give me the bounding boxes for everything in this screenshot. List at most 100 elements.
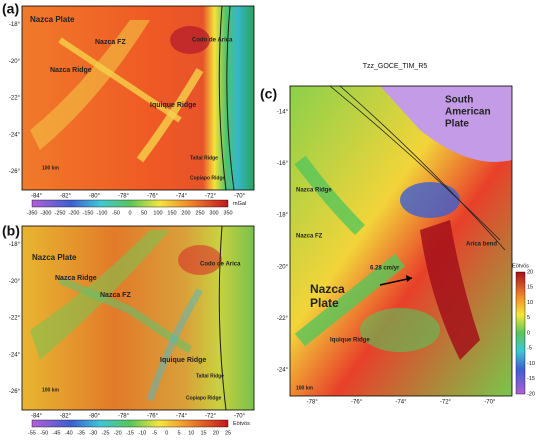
map-annotation: American: [445, 107, 491, 118]
lon-label: -70°: [234, 194, 246, 200]
lon-label: -76°: [147, 194, 159, 200]
lon-label: -74°: [176, 194, 188, 200]
colorbar-tick: 50: [141, 210, 147, 216]
lat-label: -22°: [9, 316, 21, 322]
map-annotation: 6.28 cm/yr: [370, 266, 400, 272]
colorbar: [515, 271, 526, 395]
lon-label: -72°: [440, 400, 452, 406]
lon-label: -74°: [176, 414, 188, 420]
lat-label: -18°: [277, 213, 289, 219]
colorbar-tick: -15: [527, 376, 535, 382]
lon-label: -76°: [351, 400, 363, 406]
lon-label: -82°: [60, 414, 72, 420]
colorbar-tick: 300: [209, 210, 218, 216]
colorbar-tick: -40: [65, 430, 73, 436]
lat-label: -16°: [277, 161, 289, 167]
colorbar-tick: -20: [114, 430, 122, 436]
colorbar-tick: -5: [152, 430, 157, 436]
map-annotation: Nazca: [310, 282, 345, 296]
lat-label: -14°: [277, 109, 289, 115]
map-annotation: Taltal Ridge: [196, 373, 224, 379]
lon-label: -78°: [118, 414, 130, 420]
colorbar: [31, 419, 229, 428]
colorbar-tick: -100: [96, 210, 107, 216]
colorbar-tick: -55: [28, 430, 36, 436]
colorbar-tick: 250: [195, 210, 204, 216]
colorbar-tick: -300: [40, 210, 51, 216]
colorbar-tick: 200: [181, 210, 190, 216]
colorbar-tick: -10: [138, 430, 146, 436]
lat-label: -20°: [9, 279, 21, 285]
lon-label: -84°: [31, 194, 43, 200]
map-annotation: Nazca Ridge: [296, 188, 332, 194]
colorbar-tick: -250: [54, 210, 65, 216]
colorbar-tick: 10: [527, 300, 533, 306]
colorbar-tick: -5: [527, 346, 532, 352]
map-annotation: Codo de Arica: [192, 38, 233, 44]
lat-label: -22°: [9, 96, 21, 102]
map-annotation: Nazca Plate: [32, 253, 77, 262]
colorbar-tick: 100: [153, 210, 162, 216]
colorbar-tick: 0: [128, 210, 131, 216]
colorbar-unit: Eötvös: [233, 421, 250, 427]
lon-label: -70°: [234, 414, 246, 420]
colorbar: [31, 199, 229, 208]
colorbar-tick: -30: [89, 430, 97, 436]
map-annotation: Iquique Ridge: [160, 357, 206, 364]
panel-letter: (c): [260, 86, 277, 102]
map-annotation: Plate: [310, 296, 339, 310]
colorbar-unit: Eötvös: [512, 263, 529, 269]
colorbar-tick: -350: [26, 210, 37, 216]
lon-label: -76°: [147, 414, 159, 420]
map-frame: [289, 85, 513, 397]
colorbar-tick: -20: [527, 391, 535, 397]
colorbar-tick: 350: [223, 210, 232, 216]
colorbar-unit: mGal: [233, 201, 246, 207]
map-annotation: Plate: [445, 119, 469, 130]
colorbar-tick: -50: [40, 430, 48, 436]
colorbar-tick: 25: [225, 430, 231, 436]
colorbar-tick: -200: [68, 210, 79, 216]
map-annotation: 100 km: [42, 165, 60, 171]
lon-label: -72°: [205, 194, 217, 200]
lon-label: -70°: [484, 400, 496, 406]
lat-label: -24°: [9, 132, 21, 138]
colorbar-tick: -10: [527, 361, 535, 367]
panel-letter: (a): [2, 1, 19, 17]
colorbar-tick: -50: [112, 210, 120, 216]
colorbar-tick: -150: [82, 210, 93, 216]
map-annotation: South: [445, 95, 473, 106]
map-annotation: Nazca FZ: [95, 39, 126, 46]
colorbar-tick: 15: [200, 430, 206, 436]
map-annotation: Arica bend: [466, 242, 497, 248]
lat-label: -24°: [9, 352, 21, 358]
map-annotation: Copiapo Ridge: [190, 175, 225, 181]
colorbar-tick: -25: [102, 430, 110, 436]
map-b: [22, 226, 254, 410]
lon-label: -84°: [31, 414, 43, 420]
colorbar-tick: 20: [213, 430, 219, 436]
lon-label: -80°: [89, 414, 101, 420]
map-frame: [21, 5, 255, 191]
panel-letter: (b): [2, 223, 20, 239]
map-frame: [21, 225, 255, 411]
colorbar-tick: 0: [527, 330, 530, 336]
map-annotation: Nazca Plate: [30, 15, 75, 24]
colorbar-tick: 20: [527, 269, 533, 275]
lat-label: -18°: [9, 242, 21, 248]
colorbar-tick: 150: [167, 210, 176, 216]
colorbar-tick: -45: [53, 430, 61, 436]
colorbar-tick: 5: [177, 430, 180, 436]
lon-label: -72°: [205, 414, 217, 420]
colorbar-tick: -35: [77, 430, 85, 436]
map-a: [22, 6, 254, 190]
lat-label: -20°: [9, 59, 21, 65]
colorbar-tick: 10: [188, 430, 194, 436]
map-annotation: Nazca Ridge: [50, 67, 92, 74]
colorbar-tick: 5: [527, 315, 530, 321]
map-annotation: Nazca FZ: [296, 234, 323, 240]
colorbar-tick: 15: [527, 285, 533, 291]
lon-label: -80°: [89, 194, 101, 200]
map-annotation: Codo de Arica: [200, 262, 241, 268]
